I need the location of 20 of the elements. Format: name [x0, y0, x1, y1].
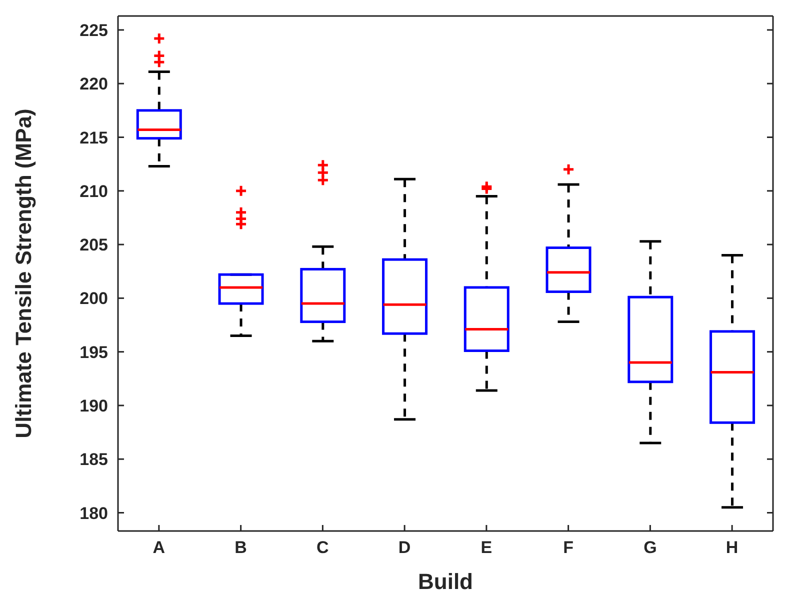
y-tick-label: 205: [80, 236, 108, 255]
y-tick-label: 220: [80, 74, 108, 94]
x-tick-label: H: [726, 538, 738, 558]
y-tick-label: 225: [80, 20, 108, 40]
y-tick-label: 180: [80, 504, 108, 523]
y-tick-label: 195: [80, 342, 108, 362]
x-tick-label: B: [234, 538, 247, 558]
x-tick-label: F: [563, 538, 574, 558]
y-tick-label: 185: [80, 450, 108, 470]
x-tick-label: E: [480, 538, 492, 558]
y-axis-title: Ultimate Tensile Strength (MPa): [10, 108, 36, 438]
x-tick-label: C: [316, 538, 329, 558]
y-tick-label: 215: [80, 128, 108, 148]
x-tick-label: A: [152, 538, 166, 558]
y-tick-label: 190: [80, 396, 108, 416]
y-tick-label: 200: [80, 289, 108, 308]
y-tick-label: 210: [80, 182, 108, 201]
x-tick-label: G: [644, 538, 657, 558]
x-axis-title: Build: [418, 569, 473, 594]
x-tick-label: D: [398, 538, 411, 558]
